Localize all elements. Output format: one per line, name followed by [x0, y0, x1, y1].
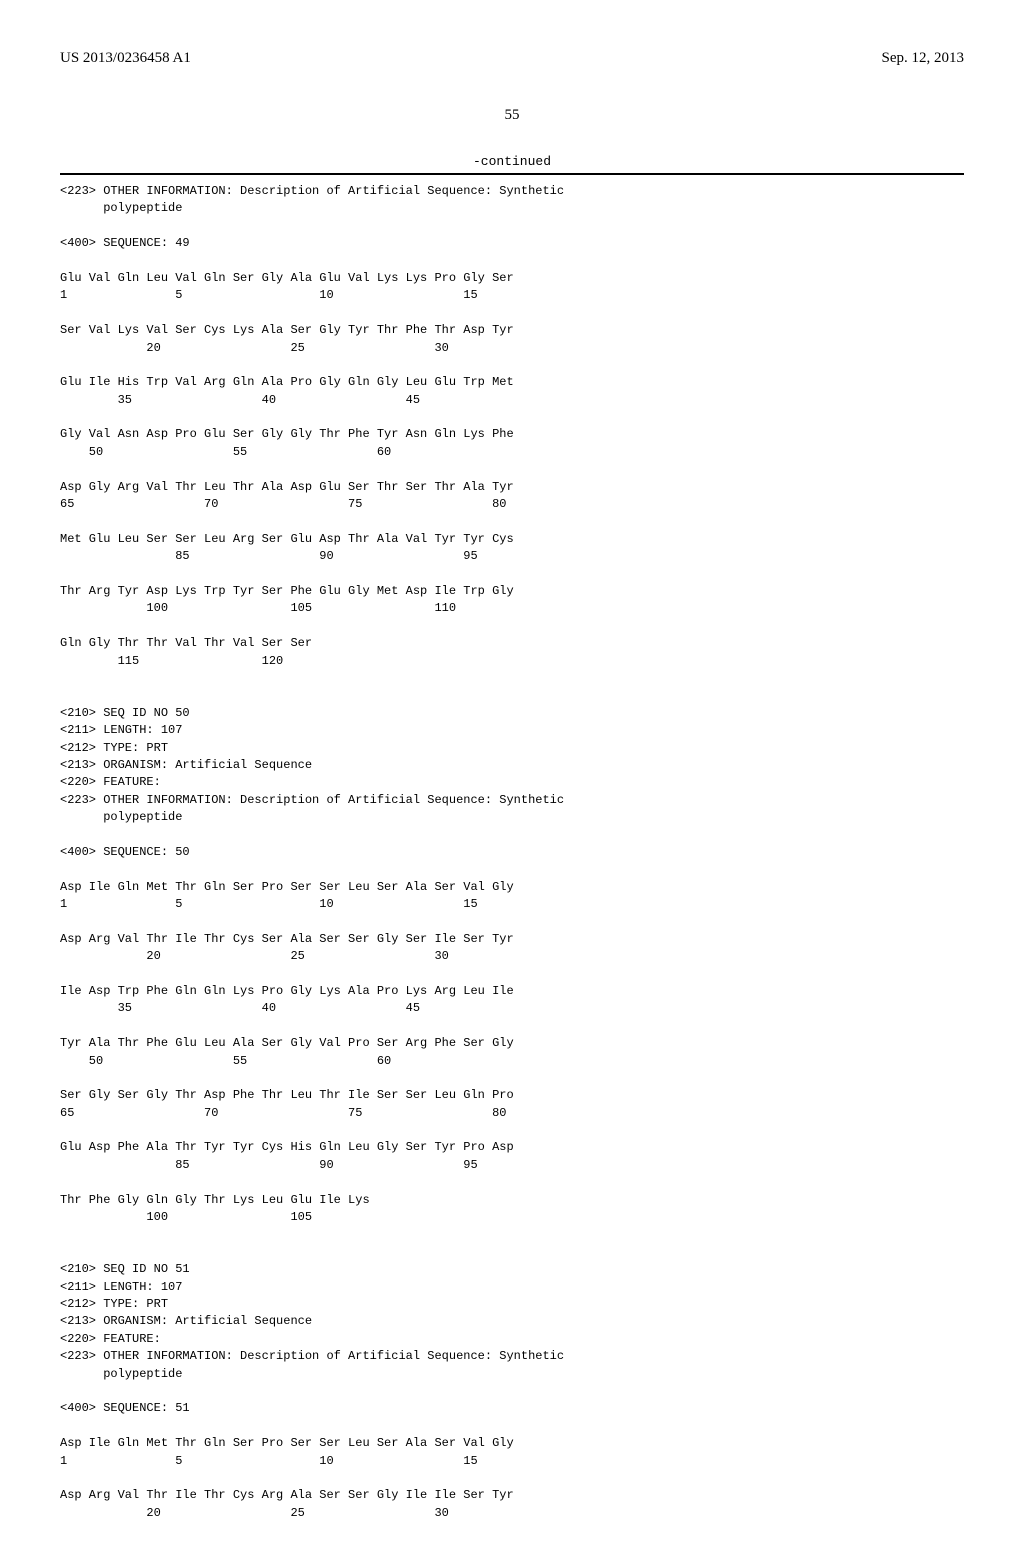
- page-container: US 2013/0236458 A1 Sep. 12, 2013 55 -con…: [0, 0, 1024, 1562]
- header-left: US 2013/0236458 A1: [60, 50, 191, 67]
- page-header: US 2013/0236458 A1 Sep. 12, 2013: [60, 50, 964, 67]
- header-right: Sep. 12, 2013: [882, 50, 965, 67]
- page-number: 55: [60, 107, 964, 124]
- sequence-listing: <223> OTHER INFORMATION: Description of …: [60, 183, 964, 1522]
- divider-top: [60, 173, 964, 175]
- continued-label: -continued: [60, 154, 964, 169]
